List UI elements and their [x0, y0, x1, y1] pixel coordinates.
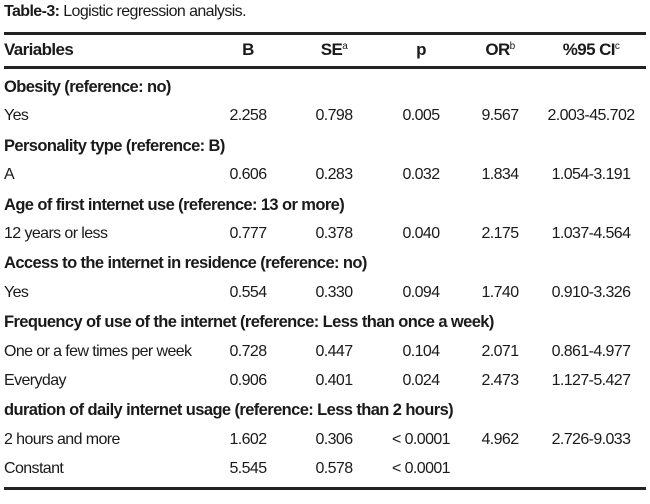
cell-ci: 1.127-5.427 — [551, 372, 631, 389]
cell-or: 4.962 — [481, 430, 519, 448]
cell-ci: 1.037-4.564 — [551, 225, 631, 242]
cell-p: < 0.0001 — [392, 430, 451, 448]
variable-label: Yes — [4, 283, 29, 301]
cell-or: 2.473 — [481, 372, 519, 389]
header-se-sup: a — [342, 41, 348, 52]
table-row: 2 hours and more 1.602 0.306 < 0.0001 4.962 2… — [0, 426, 650, 455]
cell-b: 0.554 — [229, 283, 267, 301]
cell-or: 1.740 — [481, 283, 519, 301]
table-row: Constant 5.545 0.578 < 0.0001 — [0, 455, 650, 484]
table-row: Yes 0.554 0.330 0.094 1.740 0.910-3.326 — [0, 279, 650, 308]
cell-se: 0.283 — [315, 166, 353, 184]
group-label: Access to the internet in residence (ref… — [4, 254, 367, 273]
cell-b: 2.258 — [229, 107, 267, 125]
cell-or: 2.175 — [481, 225, 519, 242]
group-label: Personality type (reference: B) — [4, 136, 225, 155]
cell-p: 0.104 — [402, 342, 440, 360]
table-row: Yes 2.258 0.798 0.005 9.567 2.003-45.702 — [0, 102, 650, 131]
cell-b: 5.545 — [229, 460, 267, 478]
variable-label: One or a few times per week — [4, 342, 192, 360]
header-ci-text: %95 CI — [562, 40, 616, 59]
cell-b: 0.606 — [229, 166, 267, 184]
header-b: B — [242, 40, 254, 59]
cell-ci: 0.861-4.977 — [551, 342, 631, 360]
cell-ci: 0.910-3.326 — [551, 283, 631, 301]
cell-p: 0.040 — [402, 225, 440, 242]
variable-label: 12 years or less — [4, 225, 108, 242]
table-caption: Table-3: Logistic regression analysis. — [4, 3, 247, 21]
header-rule — [4, 66, 646, 69]
cell-b: 0.728 — [229, 342, 267, 360]
header-variables: Variables — [4, 40, 74, 59]
group-header-row: Frequency of use of the internet (refere… — [0, 308, 650, 337]
header-or: ORb — [485, 40, 516, 60]
table-row: Everyday 0.906 0.401 0.024 2.473 1.127-5.427 — [0, 367, 650, 396]
group-header-row: Personality type (reference: B) — [0, 132, 650, 161]
cell-b: 0.906 — [229, 372, 267, 389]
group-label: Age of first internet use (reference: 13… — [4, 195, 345, 214]
cell-ci: 2.003-45.702 — [547, 107, 635, 125]
cell-or: 2.071 — [481, 342, 519, 360]
group-label: Obesity (reference: no) — [4, 78, 171, 96]
group-header-row: Access to the internet in residence (ref… — [0, 249, 650, 278]
header-or-sup: b — [509, 41, 516, 52]
table-row: A 0.606 0.283 0.032 1.834 1.054-3.191 — [0, 161, 650, 190]
cell-p: < 0.0001 — [392, 460, 451, 478]
variable-label: Yes — [4, 107, 29, 125]
variable-label: A — [4, 166, 15, 184]
cell-se: 0.578 — [315, 460, 353, 478]
group-header-row: duration of daily internet usage (refere… — [0, 396, 650, 425]
variable-label: Everyday — [4, 372, 67, 389]
group-label: duration of daily internet usage (refere… — [4, 401, 454, 420]
cell-se: 0.306 — [315, 430, 353, 448]
table-row: 12 years or less 0.777 0.378 0.040 2.175 1.03… — [0, 220, 650, 249]
cell-se: 0.447 — [315, 342, 353, 360]
header-row: Variables B SEa p ORb %95 CIc — [0, 35, 650, 64]
header-se: SEa — [320, 40, 348, 60]
cell-se: 0.798 — [315, 107, 353, 125]
cell-se: 0.378 — [315, 225, 353, 242]
cell-p: 0.005 — [402, 107, 440, 125]
caption-label: Table-3: — [4, 3, 60, 20]
cell-se: 0.401 — [315, 372, 353, 389]
table-row: One or a few times per week 0.728 0.447 0.1… — [0, 338, 650, 367]
group-header-row: Age of first internet use (reference: 13… — [0, 191, 650, 220]
cell-p: 0.094 — [402, 283, 440, 301]
caption-text: Logistic regression analysis. — [63, 3, 246, 20]
cell-ci: 1.054-3.191 — [551, 166, 631, 184]
header-ci-sup: c — [614, 41, 620, 52]
group-label: Frequency of use of the internet (refere… — [4, 313, 494, 332]
cell-ci: 2.726-9.033 — [551, 430, 631, 448]
header-p: p — [416, 40, 426, 59]
variable-label: 2 hours and more — [4, 430, 120, 448]
cell-b: 0.777 — [229, 225, 267, 242]
cell-or: 9.567 — [481, 107, 519, 125]
header-or-text: OR — [485, 40, 510, 59]
header-ci: %95 CIc — [563, 40, 620, 60]
bottom-rule — [4, 487, 646, 490]
cell-p: 0.032 — [402, 166, 440, 184]
cell-b: 1.602 — [229, 430, 267, 448]
header-se-text: SE — [320, 40, 343, 59]
cell-se: 0.330 — [315, 283, 353, 301]
top-rule — [4, 32, 646, 35]
cell-p: 0.024 — [402, 372, 440, 389]
variable-label: Constant — [4, 460, 64, 478]
cell-or: 1.834 — [481, 166, 519, 184]
group-header-row: Obesity (reference: no) — [0, 73, 650, 102]
